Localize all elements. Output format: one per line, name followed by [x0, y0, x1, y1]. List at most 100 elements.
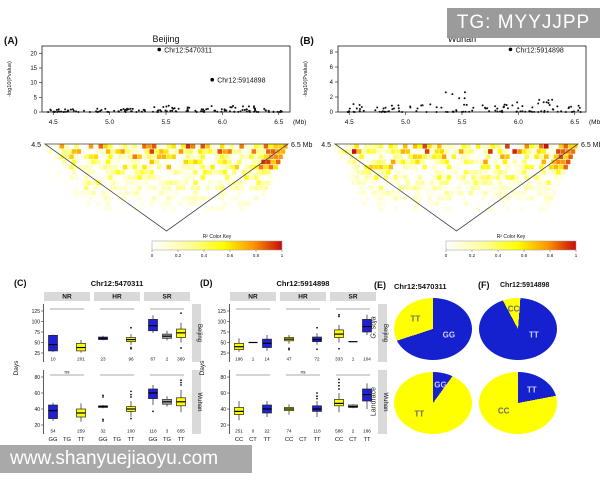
snp-point [58, 110, 61, 113]
ld-cell [514, 196, 520, 201]
ld-cell [108, 196, 113, 201]
ld-cell [529, 144, 534, 149]
snp-point [415, 110, 418, 113]
y-tick-label: 20 [30, 51, 37, 57]
ld-cell [546, 180, 551, 185]
y-tick-label: 20 [220, 423, 226, 429]
color-key-tick: 0.6 [521, 253, 528, 258]
ld-cell [458, 180, 464, 185]
pie-e-row1: GG TT [394, 298, 472, 360]
ld-cell [215, 185, 220, 191]
ld-cell [207, 180, 213, 185]
ld-cell [137, 144, 142, 149]
ld-cell [139, 170, 145, 175]
ld-cell [393, 154, 398, 159]
ld-cell [551, 190, 556, 196]
ld-cell [454, 190, 459, 196]
ld-cell [347, 159, 352, 165]
ld-cell [151, 144, 157, 149]
snp-point [97, 110, 100, 113]
facet-header [144, 292, 190, 301]
outlier-point [130, 393, 132, 396]
outlier-point [338, 315, 340, 318]
ld-cell [371, 149, 376, 154]
ld-cell [361, 170, 367, 175]
snp-point [159, 109, 162, 112]
ld-cell [444, 180, 449, 185]
ld-cell [517, 149, 522, 154]
snp-point [113, 109, 116, 112]
color-key-tick: 1 [281, 253, 284, 258]
ld-cell [475, 206, 481, 211]
ld-cell [127, 144, 133, 149]
snp-point [188, 106, 191, 109]
sample-size: 1 [252, 357, 255, 362]
snp-point [517, 107, 520, 110]
ld-cell [195, 154, 201, 159]
ld-cell [359, 185, 364, 191]
ld-cell [134, 190, 140, 196]
snp-point [220, 110, 223, 113]
y-axis-label: -log10(Pvalue) [7, 61, 13, 97]
ld-cell [71, 190, 77, 196]
ld-cell [388, 164, 393, 170]
ld-cell [463, 149, 469, 154]
ld-cell [185, 196, 191, 201]
ld-cell [403, 175, 408, 180]
ld-cell [412, 154, 418, 159]
outlier-point [102, 394, 104, 397]
ld-cell [458, 159, 464, 165]
ld-cell [258, 175, 264, 180]
row-label-landrace: Landrace [370, 386, 378, 417]
ld-cell [541, 149, 547, 154]
ld-cell [117, 185, 123, 191]
ld-cell [388, 144, 393, 149]
genotype-label: CT [349, 437, 357, 443]
genotype-label: GG [48, 437, 58, 443]
ld-cell [205, 206, 210, 211]
ld-cell [437, 154, 442, 159]
ld-cell [149, 170, 154, 175]
snp-point [69, 108, 72, 111]
ld-cell [117, 144, 123, 149]
ld-cell [551, 170, 556, 175]
ld-cell [510, 175, 515, 180]
facet-header [230, 292, 276, 301]
y-tick-label: 100 [32, 319, 41, 325]
color-key-tick: 0 [445, 253, 448, 258]
highlighted-snp-point [157, 47, 162, 52]
ld-cell [388, 196, 393, 201]
snp-point [463, 97, 466, 100]
ld-cell [458, 149, 464, 154]
ld-cell [468, 159, 474, 165]
sample-size: 655 [177, 429, 185, 434]
ld-cell [488, 180, 493, 185]
ld-cell [393, 206, 398, 211]
snp-point [524, 110, 527, 113]
ld-cell [217, 149, 222, 154]
ld-cell [239, 144, 244, 149]
sample-size: 259 [77, 429, 85, 434]
snp-point [164, 109, 167, 112]
ld-cell [395, 159, 401, 165]
ld-cell [127, 164, 133, 170]
snp-point [160, 110, 163, 113]
y-tick-label: 75 [34, 330, 40, 336]
ld-cell [195, 185, 201, 191]
row-strip-label: Wuhan [382, 393, 388, 412]
ld-cell [493, 170, 498, 175]
ld-cell [161, 144, 167, 149]
snp-point [174, 110, 177, 113]
ld-cell [120, 190, 125, 196]
ld-cell [74, 144, 79, 149]
snp-point [195, 111, 198, 113]
ld-cell [505, 196, 510, 201]
snp-point [242, 105, 244, 108]
ld-cell [473, 170, 478, 175]
ld-cell [524, 144, 529, 149]
snp-point [62, 111, 65, 113]
ld-cell [524, 175, 529, 180]
snp-point [216, 110, 219, 113]
snp-point [362, 109, 365, 112]
ld-cell [217, 170, 222, 175]
